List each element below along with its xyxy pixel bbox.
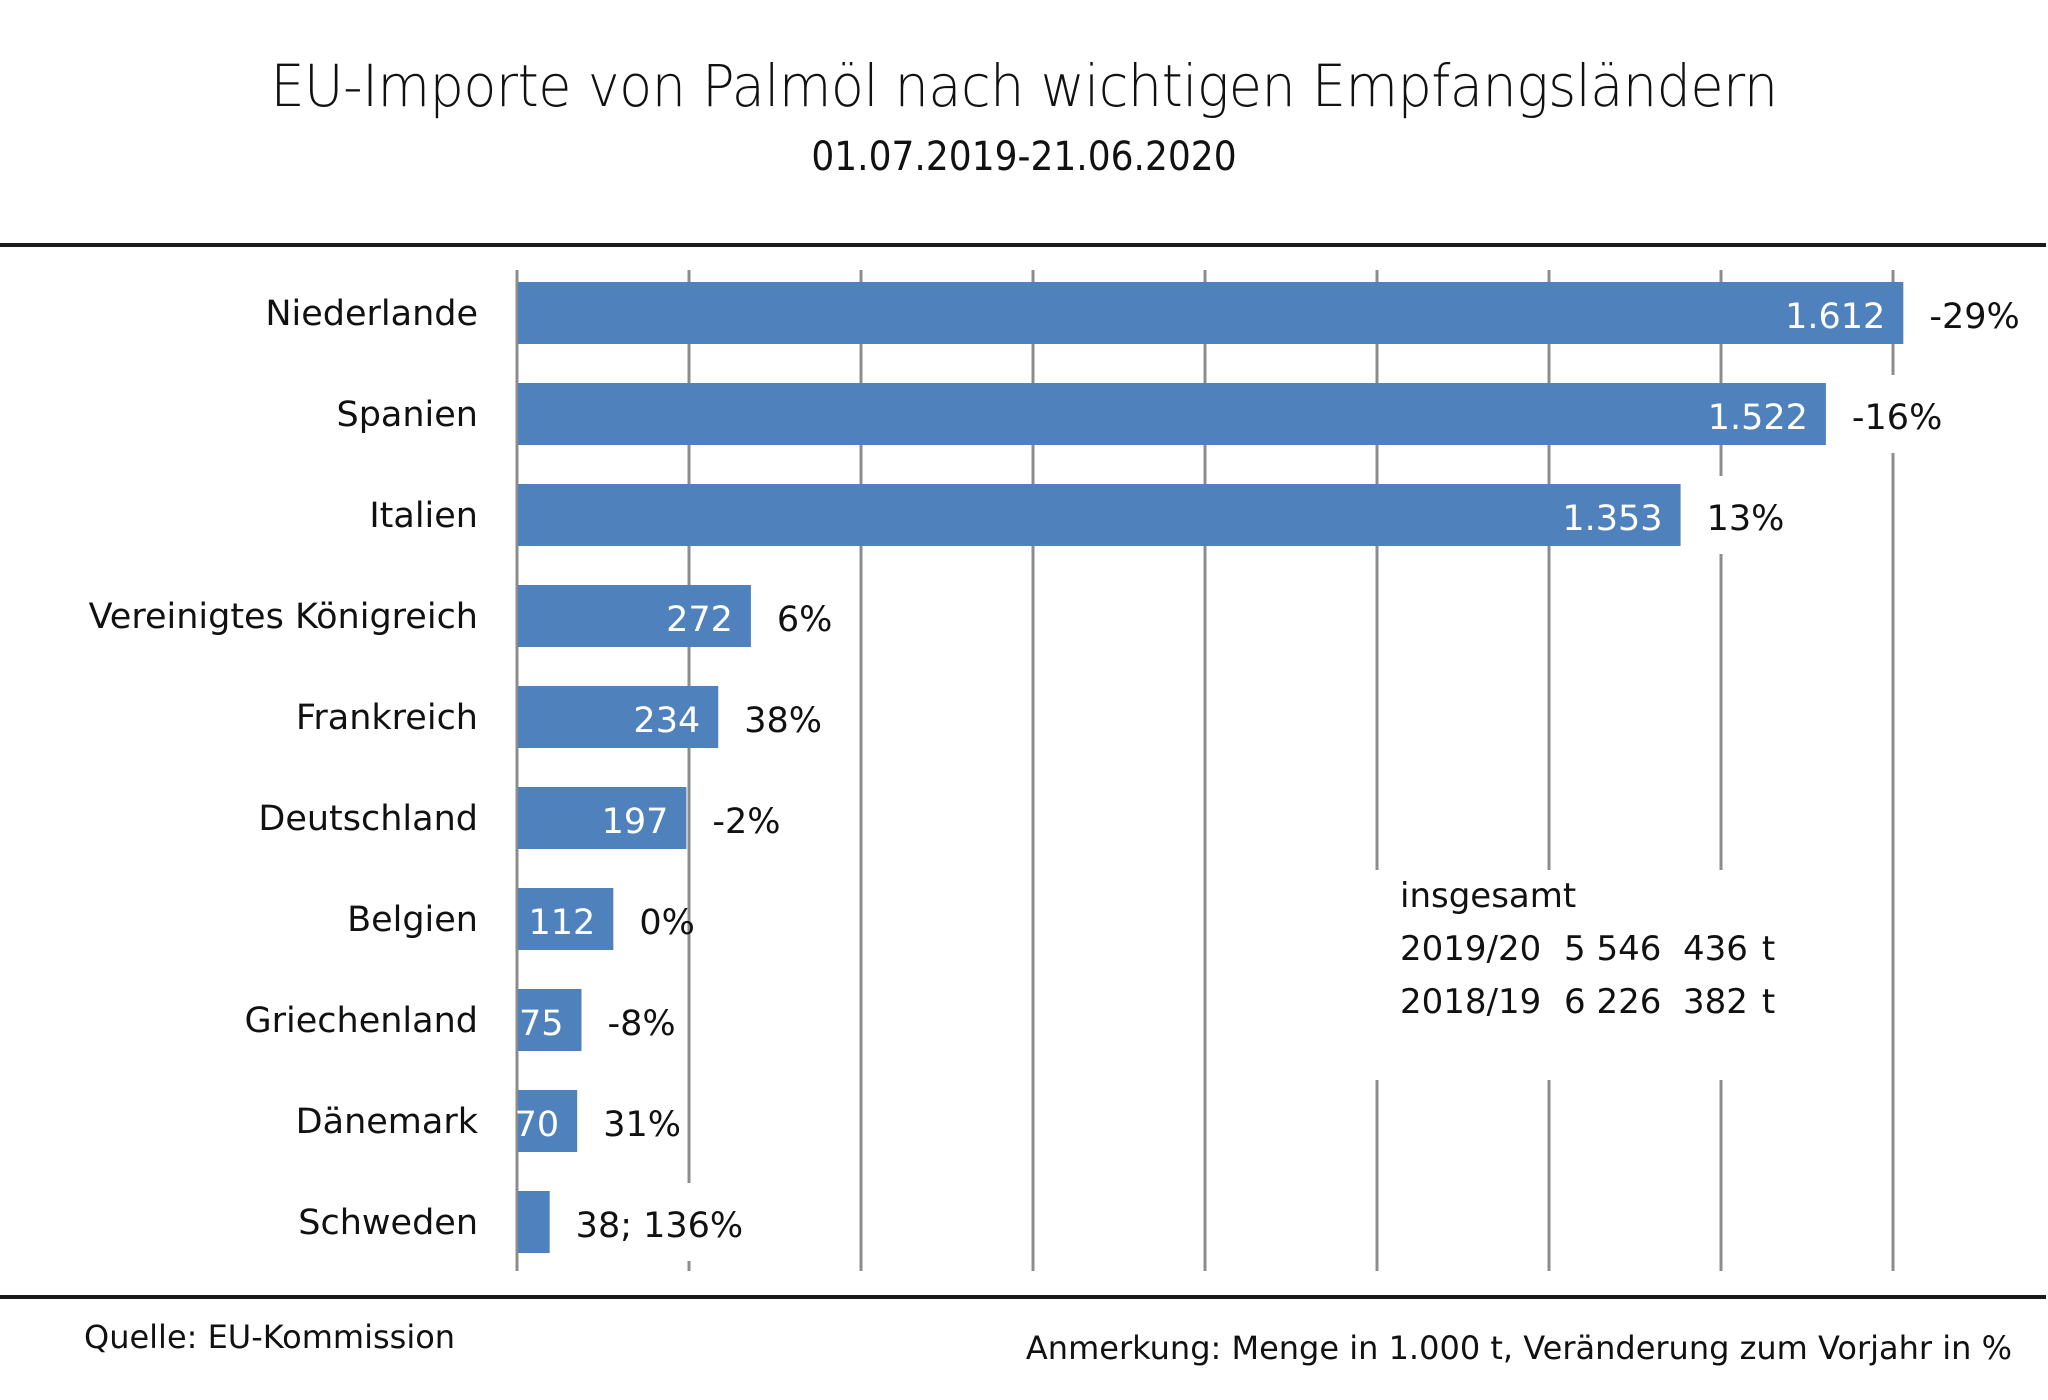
change-label: 6% [777, 600, 833, 640]
label-backing [597, 1082, 671, 1160]
category-label: Schweden [298, 1203, 478, 1243]
category-label: Belgien [347, 900, 478, 940]
bottom-rule [0, 1295, 2046, 1299]
bar [518, 585, 751, 647]
category-label: Frankreich [296, 698, 478, 738]
value-label: 1.612 [1785, 297, 1885, 337]
bar [518, 989, 582, 1051]
category-label: Vereinigtes Königreich [89, 597, 478, 637]
label-backing [1923, 274, 2018, 352]
category-label: Italien [369, 496, 478, 536]
totals-row: 2019/20 5 546 436 t [1400, 923, 1820, 976]
totals-box: insgesamt 2019/20 5 546 436 t 2018/19 6 226… [1340, 870, 1820, 1080]
bar [518, 1090, 578, 1152]
change-label: -29% [1929, 297, 2019, 337]
chart-title: EU-Importe von Palmöl nach wichtigen Emp… [270, 52, 1778, 120]
value-label: 197 [602, 802, 669, 842]
bar [518, 686, 719, 748]
labels: Niederlande 1.612 -29% Spanien 1.522 -16% Ital… [89, 274, 2020, 1261]
value-label: 1.522 [1708, 398, 1808, 438]
change-label: 31% [603, 1105, 681, 1145]
change-label: 13% [1707, 499, 1785, 539]
totals-unit: t [1761, 929, 1776, 969]
label-backing [770, 577, 823, 655]
totals-period: 2019/20 [1400, 929, 1542, 969]
category-label: Griechenland [245, 1001, 478, 1041]
change-label: 0% [639, 903, 695, 943]
value-label: 1.353 [1562, 499, 1662, 539]
change-label: -2% [712, 802, 780, 842]
totals-amount: 6 226 382 [1564, 982, 1748, 1022]
category-label: Dänemark [296, 1102, 479, 1142]
label-backing [601, 981, 675, 1059]
totals-amount: 5 546 436 [1564, 929, 1748, 969]
chart-subtitle: 01.07.2019-21.06.2020 [811, 134, 1237, 180]
category-label: Deutschland [258, 799, 478, 839]
totals-unit: t [1761, 982, 1776, 1022]
value-label: 75 [519, 1004, 564, 1044]
value-label: 112 [529, 903, 596, 943]
label-backing [706, 779, 780, 857]
label-backing [738, 678, 812, 756]
bar [518, 888, 614, 950]
label-backing [1845, 375, 1940, 453]
category-label: Niederlande [265, 294, 478, 334]
value-label: 272 [666, 600, 733, 640]
change-label: -16% [1852, 398, 1942, 438]
category-label: Spanien [336, 395, 478, 435]
bar [518, 484, 1681, 546]
source-note: Quelle: EU-Kommission [84, 1318, 456, 1356]
label-backing [633, 880, 686, 958]
bar [518, 282, 1904, 344]
bar [518, 787, 687, 849]
totals-heading: insgesamt [1400, 876, 1577, 916]
change-label: 38% [744, 701, 822, 741]
change-label: -8% [608, 1004, 676, 1044]
label-backing [1700, 476, 1774, 554]
value-label: 234 [633, 701, 700, 741]
change-label: 38; 136% [576, 1206, 744, 1246]
bars [518, 282, 1904, 1253]
label-backing [569, 1183, 748, 1261]
value-label: 70 [515, 1105, 560, 1145]
totals-period: 2018/19 [1400, 982, 1542, 1022]
totals-row: 2018/19 6 226 382 t [1400, 976, 1820, 1029]
units-note: Anmerkung: Menge in 1.000 t, Veränderung… [1025, 1329, 2012, 1367]
bar [518, 1191, 550, 1253]
bar [518, 383, 1826, 445]
top-rule [0, 243, 2046, 247]
